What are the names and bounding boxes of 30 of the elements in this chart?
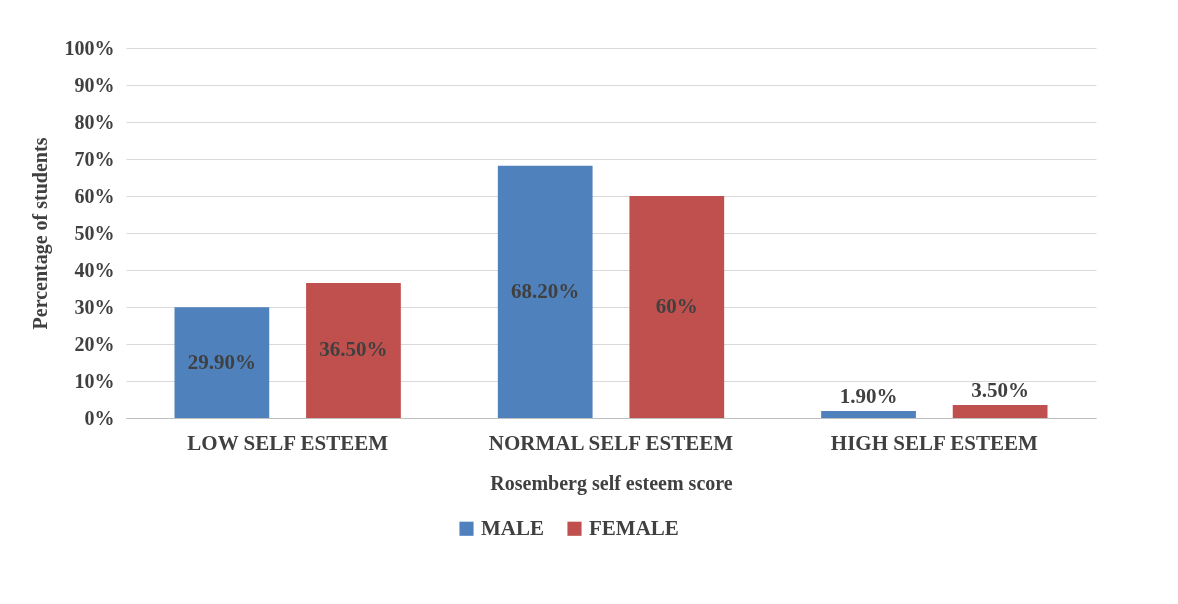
- bar: [821, 410, 916, 418]
- data-label: 3.50%: [971, 378, 1029, 403]
- data-label: 1.90%: [839, 383, 898, 408]
- bar: [306, 282, 401, 418]
- bar: [174, 307, 270, 418]
- y-tick-label: 20%: [74, 332, 115, 355]
- y-tick-label: 60%: [74, 184, 115, 207]
- data-label: 29.90%: [187, 349, 256, 374]
- legend-label: FEMALE: [589, 515, 679, 540]
- y-tick-label: 10%: [74, 369, 115, 392]
- y-axis-title: Percentage of students: [28, 137, 52, 330]
- x-axis-title: Rosemberg self esteem score: [490, 471, 733, 495]
- bar: [629, 196, 725, 418]
- y-tick-label: 90%: [74, 73, 115, 96]
- data-label: 68.20%: [511, 278, 580, 303]
- bar: [497, 165, 593, 418]
- x-tick-label: HIGH SELF ESTEEM: [830, 430, 1038, 455]
- y-tick-label: 40%: [74, 258, 115, 281]
- y-tick-label: 100%: [64, 36, 115, 59]
- y-tick-label: 80%: [74, 110, 115, 133]
- bar: [952, 405, 1048, 418]
- legend-label: MALE: [481, 515, 544, 540]
- data-label: 60%: [655, 294, 698, 318]
- x-tick-label: LOW SELF ESTEEM: [187, 430, 389, 455]
- x-tick-label: NORMAL SELF ESTEEM: [488, 430, 734, 455]
- y-tick-label: 70%: [74, 147, 115, 170]
- y-tick-label: 0%: [84, 406, 115, 429]
- y-tick-label: 30%: [74, 295, 115, 318]
- data-label: 36.50%: [319, 337, 388, 362]
- y-tick-label: 50%: [74, 221, 115, 244]
